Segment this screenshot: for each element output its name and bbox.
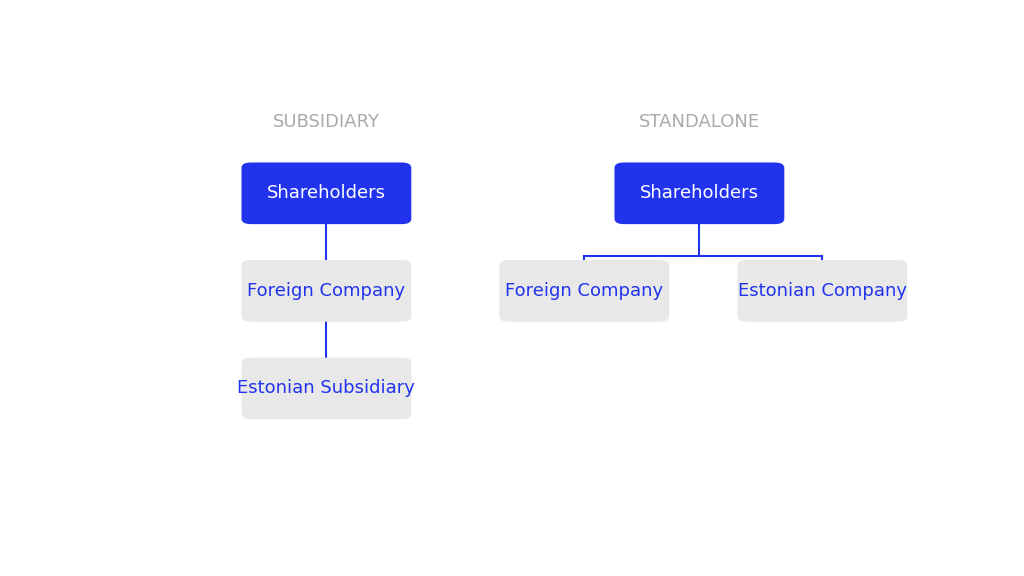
FancyBboxPatch shape bbox=[242, 358, 412, 419]
Text: Estonian Subsidiary: Estonian Subsidiary bbox=[238, 380, 416, 397]
Text: SUBSIDIARY: SUBSIDIARY bbox=[273, 113, 380, 131]
FancyBboxPatch shape bbox=[737, 260, 907, 322]
Text: Foreign Company: Foreign Company bbox=[505, 282, 664, 300]
FancyBboxPatch shape bbox=[242, 260, 412, 322]
Text: Estonian Company: Estonian Company bbox=[738, 282, 907, 300]
Text: Foreign Company: Foreign Company bbox=[248, 282, 406, 300]
Text: Shareholders: Shareholders bbox=[640, 184, 759, 202]
FancyBboxPatch shape bbox=[500, 260, 670, 322]
FancyBboxPatch shape bbox=[242, 162, 412, 224]
Text: STANDALONE: STANDALONE bbox=[639, 113, 760, 131]
FancyBboxPatch shape bbox=[614, 162, 784, 224]
Text: Shareholders: Shareholders bbox=[267, 184, 386, 202]
